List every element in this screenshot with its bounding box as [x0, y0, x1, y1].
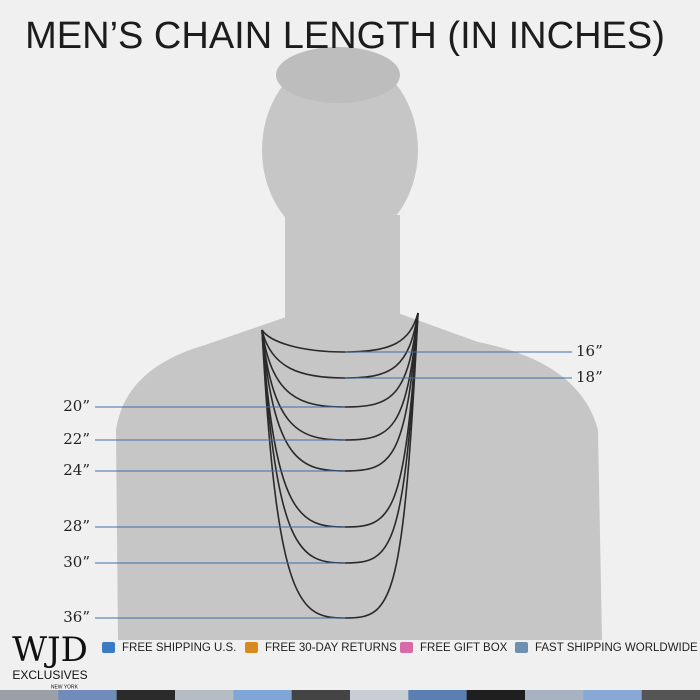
- length-label: 20”: [63, 397, 90, 415]
- length-label: 16”: [576, 342, 603, 360]
- chain: [261, 312, 419, 408]
- feature-icon: [102, 642, 115, 653]
- band-segment: [641, 690, 700, 700]
- brand-logo: WJD EXCLUSIVES NEW YORK: [12, 630, 88, 690]
- length-label: 18”: [576, 368, 603, 386]
- band-segment: [525, 690, 584, 700]
- brand-location: NEW YORK: [51, 684, 79, 690]
- length-label: 36”: [63, 608, 90, 626]
- feature-text: FREE SHIPPING U.S.: [122, 642, 236, 654]
- silhouette: [116, 47, 602, 640]
- feature-text: FAST SHIPPING WORLDWIDE: [535, 642, 698, 654]
- color-band: [0, 690, 700, 700]
- band-segment: [583, 690, 643, 700]
- band-segment: [350, 690, 409, 700]
- feature-text: FREE 30-DAY RETURNS: [265, 642, 397, 654]
- feature-icon: [515, 642, 528, 653]
- band-segment: [408, 690, 468, 700]
- feature-icon: [245, 642, 258, 653]
- length-label: 24”: [63, 461, 90, 479]
- brand-name: EXCLUSIVES: [12, 668, 87, 682]
- title: MEN’S CHAIN LENGTH (IN INCHES): [25, 15, 665, 57]
- brand-logo-text: WJD: [12, 630, 88, 670]
- band-segment: [291, 690, 351, 700]
- length-label: 22”: [63, 430, 90, 448]
- length-labels: 16” 18” 20” 22” 24” 28” 30” 36”: [63, 342, 603, 626]
- feature-icon: [400, 642, 413, 653]
- band-segment: [233, 690, 293, 700]
- band-segment: [0, 690, 59, 700]
- feature-text: FREE GIFT BOX: [420, 642, 508, 654]
- length-label: 28”: [63, 517, 90, 535]
- features: FREE SHIPPING U.S. FREE 30-DAY RETURNS FRE…: [102, 642, 698, 654]
- band-segment: [116, 690, 176, 700]
- length-label: 30”: [63, 553, 90, 571]
- band-segment: [58, 690, 118, 700]
- band-segment: [175, 690, 234, 700]
- band-segment: [466, 690, 526, 700]
